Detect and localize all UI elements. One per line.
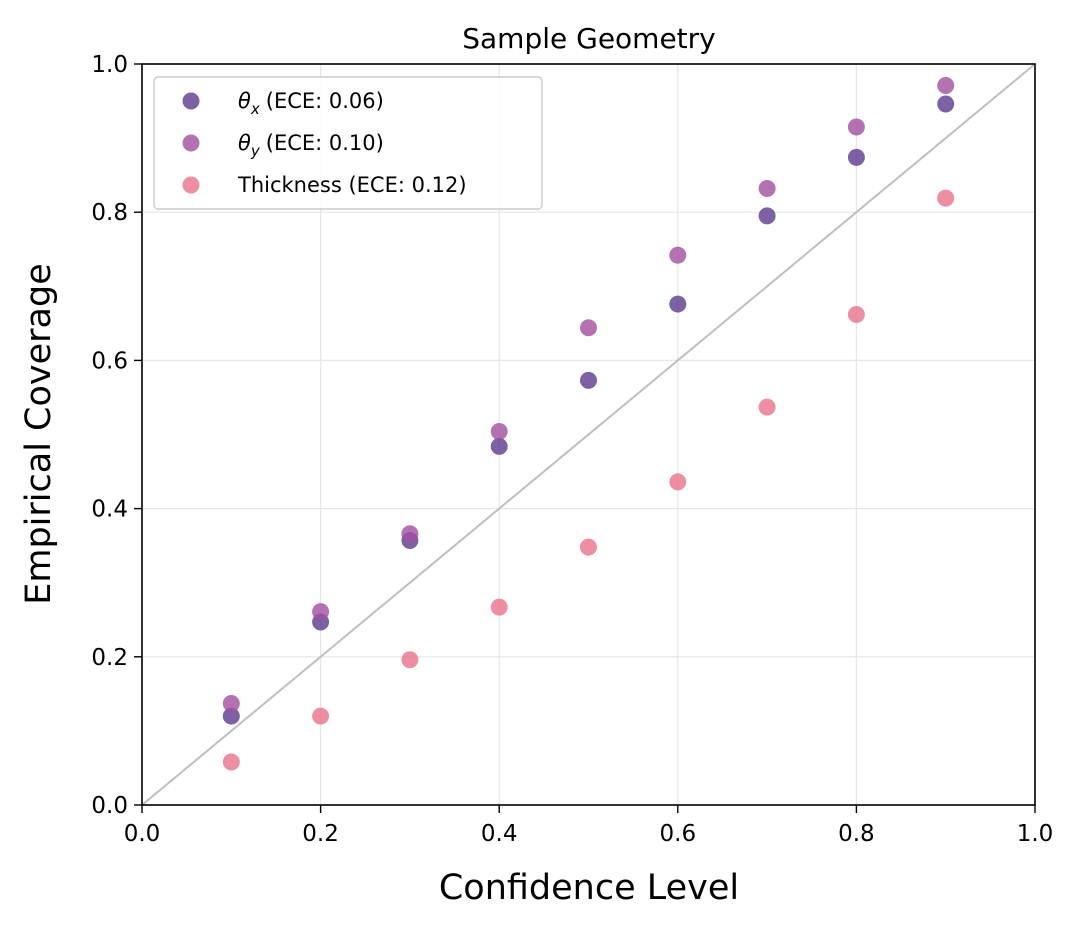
scatter-point-series-3: [937, 189, 955, 207]
diagonal-reference-line: [141, 63, 1036, 806]
x-tick-label: 0.2: [302, 821, 339, 847]
scatter-point-series-1: [669, 295, 687, 313]
x-axis-title: Confidence Level: [439, 868, 739, 908]
reference-line-group: [141, 63, 1036, 806]
scatter-point-series-3: [401, 651, 419, 669]
y-tick-label: 0.4: [91, 497, 128, 523]
scatter-point-series-2: [312, 603, 330, 621]
scatter-point-series-3: [580, 538, 597, 556]
legend-marker: [182, 134, 200, 152]
legend-box: [153, 76, 543, 210]
y-tick-label: 0.6: [91, 348, 128, 374]
x-tick-label: 0.8: [838, 821, 875, 847]
y-tick-label: 0.8: [91, 200, 128, 226]
plot-frame: [141, 63, 1036, 806]
y-axis-title: Empirical Coverage: [19, 263, 59, 605]
y-tick-label: 0.0: [91, 793, 128, 819]
legend-label: θy (ECE: 0.10): [238, 131, 384, 160]
scatter-point-series-3: [490, 598, 508, 616]
scatter-point-series-2: [401, 525, 419, 543]
scatter-point-series-1: [847, 148, 865, 166]
scatter-point-series-2: [937, 76, 955, 94]
scatter-point-series-1: [222, 707, 240, 725]
scatter-point-series-2: [580, 319, 597, 337]
y-tick-label: 0.2: [91, 645, 128, 671]
legend-marker: [182, 92, 200, 110]
scatter-point-series-3: [669, 473, 687, 491]
scatter-point-series-2: [758, 179, 776, 197]
legend-marker: [182, 176, 200, 194]
scatter-point-series-3: [847, 305, 865, 323]
axis-ticks: 0.0 0.2 0.4 0.6 0.8 1.0 0.0 0.2 0.4 0.6 0.8 1.0: [91, 52, 1053, 847]
scatter-point-series-1: [937, 95, 955, 113]
scatter-point-series-2: [847, 118, 865, 136]
scatter-point-series-1: [580, 371, 597, 389]
scatter-point-series-3: [312, 707, 330, 725]
x-tick-label: 0.0: [124, 821, 161, 847]
scatter-point-series-2: [490, 423, 508, 441]
scatter-point-series-2: [669, 246, 687, 264]
scatter-point-series-2: [222, 694, 240, 712]
x-tick-label: 1.0: [1017, 821, 1054, 847]
scatter-point-series-1: [490, 437, 508, 455]
scatter-point-series-3: [758, 398, 776, 416]
y-tick-label: 1.0: [91, 52, 128, 78]
data-points: [222, 76, 955, 771]
x-tick-label: 0.6: [660, 821, 697, 847]
scatter-point-series-3: [222, 753, 240, 771]
chart-title: Sample Geometry: [462, 22, 716, 55]
legend: θx (ECE: 0.06) θy (ECE: 0.10) Thickness (ECE…: [153, 76, 543, 210]
scatter-point-series-1: [758, 207, 776, 225]
x-tick-label: 0.4: [481, 821, 518, 847]
legend-label: θx (ECE: 0.06): [238, 89, 384, 118]
legend-label: Thickness (ECE: 0.12): [237, 173, 467, 197]
